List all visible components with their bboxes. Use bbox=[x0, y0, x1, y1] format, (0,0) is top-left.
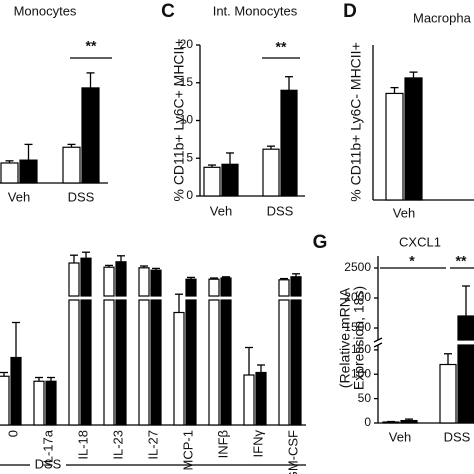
x-tick-label: IFNγ bbox=[250, 430, 265, 458]
bar bbox=[278, 279, 290, 297]
x-tick-label: MCP-1 bbox=[180, 430, 195, 470]
significance-label: ** bbox=[456, 253, 467, 269]
x-tick-label: DSS bbox=[68, 189, 95, 204]
bar bbox=[150, 299, 162, 426]
y-axis-label: % CD11b+ Ly6C- MHCII+ bbox=[348, 42, 364, 202]
y-tick-label: 5 bbox=[186, 150, 193, 164]
bar bbox=[0, 162, 19, 184]
x-tick-label: IL-27 bbox=[145, 430, 160, 460]
y-axis-label: (Relative mRNA bbox=[337, 287, 353, 388]
bar bbox=[19, 159, 38, 184]
bar bbox=[115, 261, 127, 297]
y-tick-label: 100 bbox=[351, 366, 371, 380]
x-tick-label: Veh bbox=[393, 205, 415, 220]
x-tick-label: DSS bbox=[267, 203, 294, 218]
bar bbox=[45, 380, 57, 426]
bar bbox=[185, 299, 197, 426]
axis-break bbox=[373, 337, 383, 343]
bar bbox=[0, 375, 10, 426]
x-tick-label: IL-18 bbox=[75, 430, 90, 460]
bar bbox=[385, 92, 404, 201]
panel-title: Monocytes bbox=[14, 3, 77, 18]
significance-label: * bbox=[409, 253, 415, 269]
bar bbox=[103, 299, 115, 426]
bar bbox=[290, 276, 302, 297]
y-tick-label: 2000 bbox=[344, 290, 371, 304]
bar bbox=[457, 315, 474, 341]
bar bbox=[220, 299, 232, 426]
bar bbox=[208, 278, 220, 297]
panel-label: D bbox=[343, 1, 357, 22]
bar bbox=[400, 419, 418, 424]
x-tick-label: IL-23 bbox=[110, 430, 125, 460]
bar bbox=[208, 299, 220, 426]
significance-label: ** bbox=[276, 39, 287, 55]
y-axis-label: % CD11b+ Ly6C+ MHCII+ bbox=[171, 38, 187, 201]
bar bbox=[150, 269, 162, 297]
axis-break bbox=[373, 342, 383, 348]
significance-label: ** bbox=[86, 38, 97, 54]
y-tick-label: 0 bbox=[186, 188, 193, 202]
y-tick-label: 150 bbox=[351, 342, 371, 356]
bar bbox=[62, 146, 81, 184]
bar bbox=[262, 148, 280, 197]
bar bbox=[103, 266, 115, 297]
x-tick-label: Veh bbox=[210, 203, 232, 218]
bar bbox=[404, 77, 423, 201]
y-axis-label: Expression, 18s) bbox=[351, 286, 367, 390]
bar bbox=[10, 356, 22, 426]
panel-title: Int. Monocytes bbox=[213, 3, 298, 18]
bar bbox=[33, 380, 45, 426]
panel-label: G bbox=[313, 232, 328, 253]
bar bbox=[220, 277, 232, 297]
bar bbox=[185, 278, 197, 297]
bar bbox=[280, 89, 298, 197]
x-tick-label: DSS bbox=[444, 429, 471, 444]
bar bbox=[203, 166, 221, 197]
panel-label: C bbox=[161, 1, 175, 22]
y-tick-label: 2500 bbox=[344, 260, 371, 274]
x-tick-label: Veh bbox=[8, 189, 30, 204]
group-label: DSS bbox=[35, 456, 62, 471]
y-tick-label: 1500 bbox=[344, 320, 371, 334]
bar bbox=[68, 299, 80, 426]
bar bbox=[80, 257, 92, 297]
bar bbox=[457, 344, 474, 424]
bar bbox=[115, 299, 127, 426]
bar bbox=[290, 299, 302, 426]
bar bbox=[80, 299, 92, 426]
y-tick-label: 20 bbox=[180, 37, 194, 51]
y-tick-label: 50 bbox=[358, 391, 372, 405]
bar bbox=[138, 299, 150, 426]
bar bbox=[173, 311, 185, 426]
x-tick-label: INFβ bbox=[215, 430, 230, 458]
bar bbox=[68, 262, 80, 297]
x-tick-label: GM-CSF bbox=[285, 430, 300, 474]
x-tick-label: Veh bbox=[389, 429, 411, 444]
bar bbox=[138, 267, 150, 297]
panel-title: Macropha bbox=[413, 10, 472, 25]
bar bbox=[221, 163, 239, 197]
y-tick-label: 10 bbox=[180, 113, 194, 127]
bar bbox=[243, 374, 255, 426]
x-tick-label: 0 bbox=[5, 430, 20, 437]
y-tick-label: 15 bbox=[180, 75, 194, 89]
bar bbox=[439, 363, 457, 424]
x-tick-label: IL-17a bbox=[40, 429, 55, 467]
bar bbox=[278, 299, 290, 426]
panel-title: CXCL1 bbox=[399, 234, 441, 249]
bar bbox=[255, 371, 267, 426]
bar bbox=[81, 87, 100, 184]
y-tick-label: 0 bbox=[364, 415, 371, 429]
